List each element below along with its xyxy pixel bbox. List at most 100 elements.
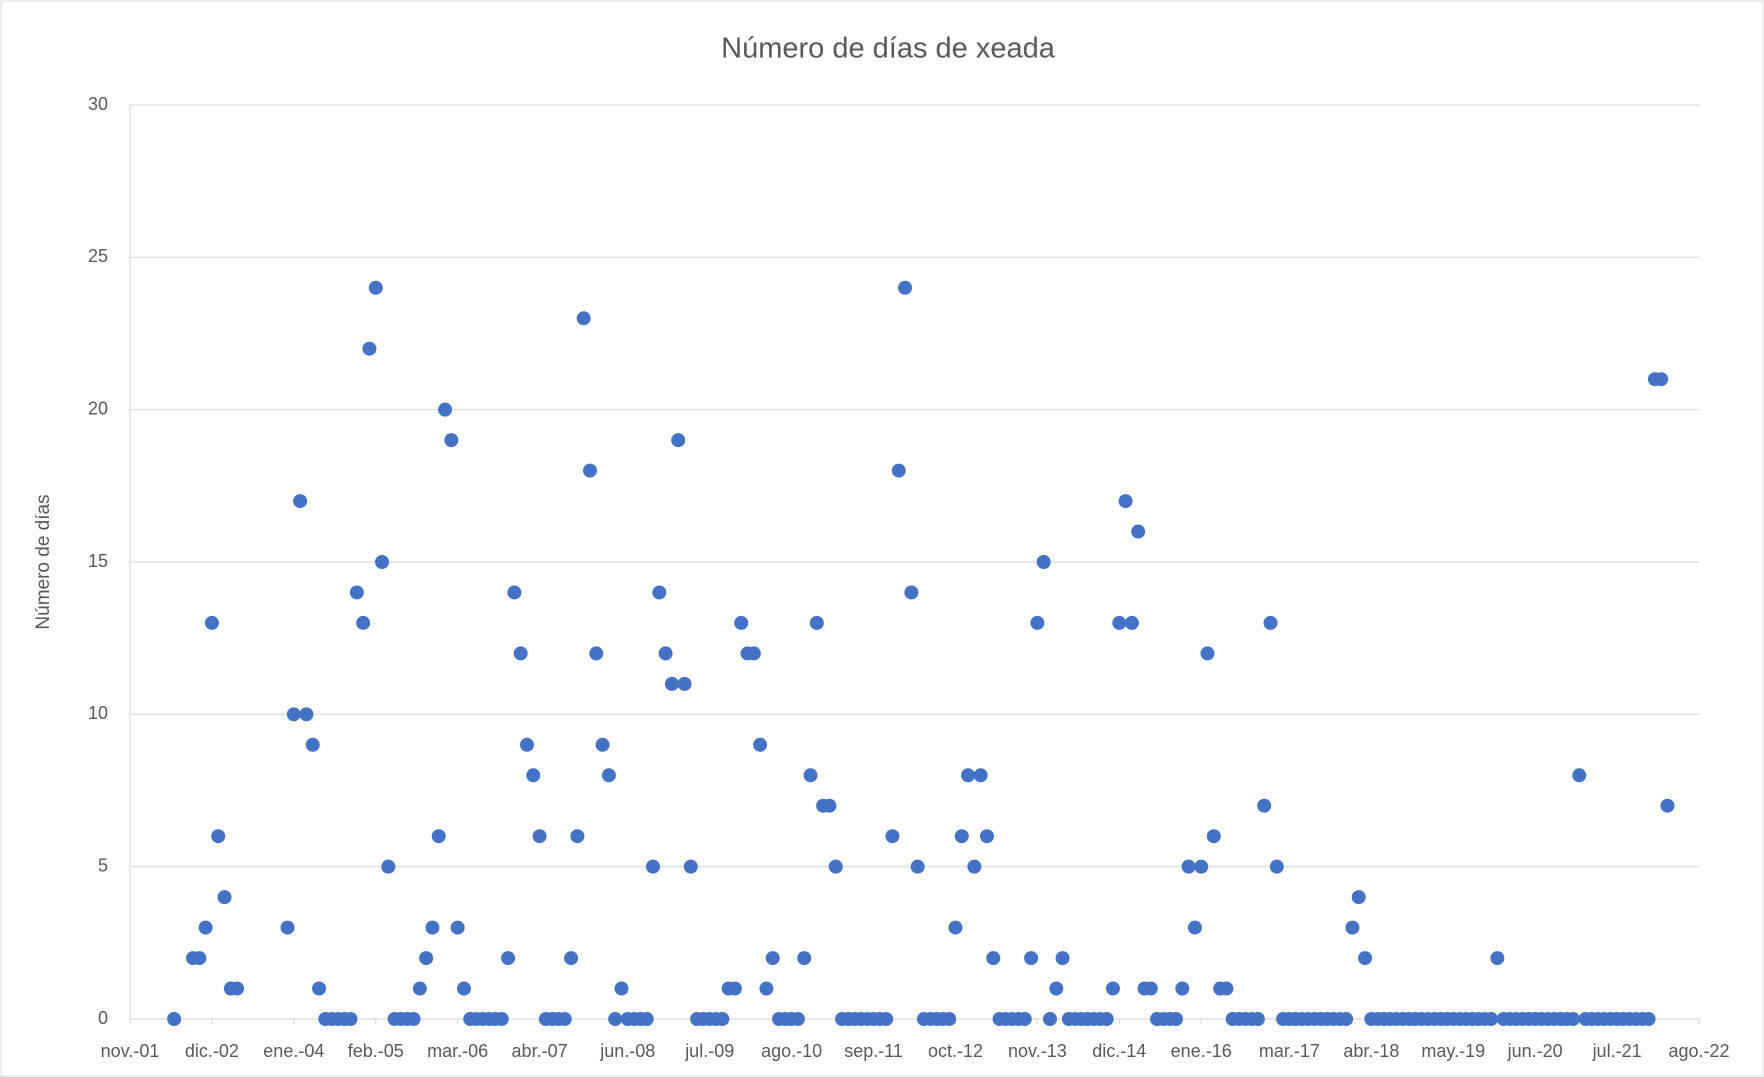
point <box>381 859 396 874</box>
point <box>425 920 440 935</box>
point <box>557 1012 572 1026</box>
x-tick-label: may.-19 <box>1421 1041 1485 1061</box>
point <box>564 951 579 966</box>
point <box>1036 555 1051 569</box>
point <box>765 951 780 966</box>
point <box>1187 920 1202 935</box>
point <box>614 981 629 996</box>
point <box>1017 1012 1032 1026</box>
point <box>1654 372 1669 387</box>
point <box>715 1012 730 1026</box>
x-tick-label: nov.-01 <box>101 1041 160 1061</box>
point <box>904 585 919 600</box>
point <box>790 1012 805 1026</box>
point <box>809 615 824 630</box>
point <box>362 341 377 356</box>
point <box>954 829 969 844</box>
point <box>406 1012 421 1026</box>
point <box>1042 1012 1057 1026</box>
point <box>753 737 768 752</box>
x-tick-label: jul.-09 <box>684 1041 734 1061</box>
point <box>431 829 446 844</box>
point <box>1099 1012 1114 1026</box>
point <box>1030 615 1045 630</box>
point <box>797 951 812 966</box>
point <box>1124 615 1139 630</box>
x-tick-label: nov.-13 <box>1008 1041 1067 1061</box>
x-tick-label: sep.-11 <box>844 1041 903 1061</box>
point <box>519 737 534 752</box>
point <box>343 1012 358 1026</box>
point <box>973 768 988 783</box>
y-tick-label: 0 <box>98 1008 108 1028</box>
point <box>582 463 597 478</box>
point <box>1269 859 1284 874</box>
point <box>299 707 314 722</box>
point <box>683 859 698 874</box>
point <box>570 829 585 844</box>
point <box>1219 981 1234 996</box>
point <box>204 615 219 630</box>
point <box>167 1012 182 1026</box>
point <box>948 920 963 935</box>
point <box>1194 859 1209 874</box>
point <box>658 646 673 661</box>
x-tick-label: dic.-14 <box>1092 1041 1146 1061</box>
point <box>1572 768 1587 783</box>
x-tick-label: jun.-08 <box>599 1041 655 1061</box>
point <box>1024 951 1039 966</box>
point <box>822 798 837 813</box>
point <box>1105 981 1120 996</box>
point <box>891 463 906 478</box>
point <box>1257 798 1272 813</box>
point <box>1565 1012 1580 1026</box>
point <box>979 829 994 844</box>
point <box>910 859 925 874</box>
x-tick-label: oct.-12 <box>928 1041 983 1061</box>
point <box>438 402 453 417</box>
point <box>211 829 226 844</box>
point <box>507 585 522 600</box>
point <box>412 981 427 996</box>
point <box>375 555 390 569</box>
point <box>595 737 610 752</box>
y-tick-label: 30 <box>88 94 108 114</box>
point <box>1118 494 1133 509</box>
point <box>677 676 692 691</box>
point <box>1131 524 1146 539</box>
point <box>494 1012 509 1026</box>
point <box>601 768 616 783</box>
x-tick-label: abr.-18 <box>1343 1041 1399 1061</box>
point <box>608 1012 623 1026</box>
point <box>986 951 1001 966</box>
y-tick-label: 5 <box>98 855 108 875</box>
point <box>1143 981 1158 996</box>
point <box>942 1012 957 1026</box>
point <box>1490 951 1505 966</box>
point <box>646 859 660 874</box>
point <box>526 768 541 783</box>
point <box>1641 1012 1656 1026</box>
point <box>1339 1012 1354 1026</box>
point <box>746 646 761 661</box>
point <box>961 768 976 783</box>
point <box>576 311 591 326</box>
point <box>1175 981 1190 996</box>
x-tick-label: jul.-21 <box>1592 1041 1642 1061</box>
point <box>1345 920 1360 935</box>
chart-title: Número de días de xeada <box>721 33 1056 65</box>
point <box>1660 798 1675 813</box>
point <box>1263 615 1278 630</box>
point <box>286 707 301 722</box>
y-tick-label: 15 <box>88 551 108 571</box>
x-tick-label: feb.-05 <box>348 1041 404 1061</box>
point <box>501 951 516 966</box>
x-tick-label: abr.-07 <box>512 1041 568 1061</box>
point <box>898 280 913 295</box>
point <box>456 981 471 996</box>
x-tick-label: ene.-04 <box>263 1041 324 1061</box>
x-tick-label: mar.-06 <box>427 1041 488 1061</box>
point <box>305 737 320 752</box>
point <box>1206 829 1221 844</box>
